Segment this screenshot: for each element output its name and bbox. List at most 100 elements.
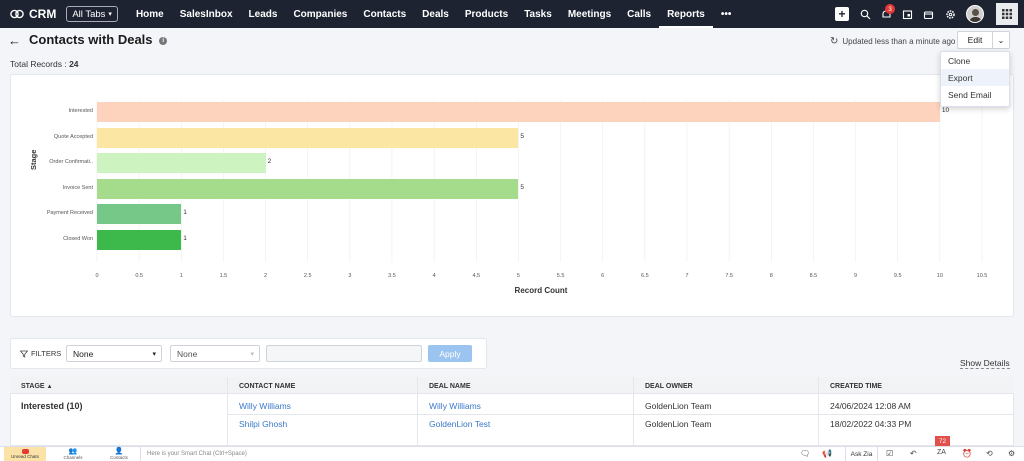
deal-owner-cell: GoldenLion Team — [645, 419, 712, 429]
apps-grid-icon[interactable] — [996, 3, 1018, 25]
filter-select-1-value: None — [73, 348, 94, 359]
contact-name-link[interactable]: Willy Williams — [239, 401, 291, 411]
column-header-stage[interactable]: STAGE ▲ — [21, 383, 53, 390]
x-tick-label: 10 — [936, 273, 943, 279]
column-header-deal-name[interactable]: DEAL NAME — [429, 383, 471, 390]
crm-logo[interactable]: CRM — [10, 7, 56, 21]
deal-name-link[interactable]: GoldenLion Test — [429, 419, 491, 429]
edit-split-button: Edit ⌄ — [957, 31, 1010, 49]
brand-name: CRM — [29, 7, 57, 21]
filter-select-1[interactable]: None ▾ — [66, 345, 162, 362]
data-label: 2 — [267, 158, 272, 165]
crm-logo-icon — [10, 9, 24, 19]
smart-chat-input[interactable]: Here is your Smart Chat (Ctrl+Space) — [140, 447, 790, 461]
all-tabs-label: All Tabs — [72, 8, 106, 20]
announcement-icon[interactable]: 📢 — [822, 449, 832, 458]
chat-bubble-icon[interactable]: 🗨 — [800, 449, 811, 458]
contacts-button[interactable]: 👤 Contacts — [104, 448, 134, 460]
contact-name-link[interactable]: Shilpi Ghosh — [239, 419, 288, 429]
x-tick-label: 5 — [516, 273, 520, 279]
top-navigation-bar: CRM All Tabs ▾ Home SalesInbox Leads Com… — [0, 0, 1024, 28]
ask-zia-button[interactable]: Ask Zia — [845, 447, 878, 461]
module-tabs: Home SalesInbox Leads Companies Contacts… — [128, 0, 739, 28]
bar-invoice-sent[interactable] — [97, 178, 519, 199]
undo-icon[interactable]: ↶ — [910, 449, 917, 458]
column-divider — [818, 377, 819, 446]
x-tick-label: 8.5 — [809, 273, 818, 279]
data-label: 10 — [941, 107, 950, 114]
column-header-contact-name[interactable]: CONTACT NAME — [239, 383, 296, 390]
x-tick-label: 10.5 — [976, 273, 988, 279]
edit-button[interactable]: Edit — [958, 32, 993, 48]
tab-products[interactable]: Products — [464, 8, 509, 20]
channels-button[interactable]: 👥 Channels — [58, 448, 88, 460]
bar-closed-won[interactable] — [97, 229, 182, 250]
tab-contacts[interactable]: Contacts — [363, 8, 407, 20]
more-tabs-button[interactable]: ••• — [720, 8, 732, 20]
deal-name-link[interactable]: Willy Williams — [429, 401, 481, 411]
x-tick-label: 5.5 — [556, 273, 565, 279]
x-tick-label: 1.5 — [219, 273, 228, 279]
menu-item-export[interactable]: Export — [941, 69, 1009, 86]
checklist-icon[interactable]: ☑ — [886, 449, 894, 458]
tab-leads[interactable]: Leads — [248, 8, 278, 20]
search-icon[interactable] — [858, 7, 872, 21]
x-tick-label: 4 — [432, 273, 436, 279]
settings-icon[interactable]: ⚙ — [1008, 449, 1016, 458]
zia-icon[interactable]: ZA — [937, 449, 946, 456]
filters-label: FILTERS — [20, 349, 61, 358]
tab-calls[interactable]: Calls — [627, 8, 652, 20]
user-avatar[interactable] — [966, 5, 984, 23]
tab-tasks[interactable]: Tasks — [524, 8, 552, 20]
data-label: 5 — [520, 132, 525, 140]
x-tick-label: 0.5 — [135, 273, 143, 279]
report-title: Contacts with Deals i — [29, 32, 168, 47]
marketplace-icon[interactable] — [921, 7, 935, 21]
x-axis-title: Record Count — [514, 286, 568, 295]
x-tick-label: 2.5 — [303, 273, 312, 279]
x-tick-label: 7.5 — [725, 273, 733, 279]
group-label-interested: Interested (10) — [21, 401, 83, 411]
created-time-cell: 24/06/2024 12:08 AM — [830, 401, 911, 411]
alarm-clock-icon[interactable]: ⏰ — [962, 449, 972, 458]
apply-button[interactable]: Apply — [428, 345, 472, 362]
updated-text: Updated less than a minute ago — [842, 37, 956, 46]
column-header-created-time[interactable]: CREATED TIME — [830, 383, 882, 390]
history-icon[interactable]: ⟲ — [986, 449, 993, 458]
y-tick-label: Payment Received — [46, 210, 93, 216]
bar-quote-accepted[interactable] — [97, 127, 519, 148]
create-new-icon[interactable]: + — [835, 7, 849, 21]
info-icon: i — [159, 36, 168, 45]
data-label: 1 — [183, 209, 187, 216]
tab-deals[interactable]: Deals — [422, 8, 449, 20]
filter-icon — [20, 350, 28, 358]
tab-home[interactable]: Home — [135, 8, 164, 20]
refresh-status[interactable]: ↻ Updated less than a minute ago — [830, 36, 955, 47]
column-header-deal-owner[interactable]: DEAL OWNER — [645, 383, 693, 390]
contacts-icon: 👤 — [114, 448, 124, 455]
filter-value-input[interactable] — [266, 345, 422, 362]
show-details-link[interactable]: Show Details — [960, 358, 1010, 369]
menu-item-clone[interactable]: Clone — [948, 55, 971, 66]
tab-salesinbox[interactable]: SalesInbox — [179, 8, 233, 20]
back-arrow-icon[interactable]: ← — [8, 33, 21, 48]
bar-order-confirmati[interactable] — [97, 153, 266, 173]
tab-companies[interactable]: Companies — [293, 8, 348, 20]
bar-interested[interactable] — [97, 102, 940, 122]
filter-select-2[interactable]: None ▾ — [170, 345, 260, 362]
menu-item-send-email[interactable]: Send Email — [948, 89, 992, 100]
bar-payment-received[interactable] — [97, 204, 182, 224]
all-tabs-dropdown[interactable]: All Tabs ▾ — [66, 6, 118, 22]
chevron-down-icon[interactable]: ⌄ — [997, 35, 1005, 45]
column-divider — [633, 377, 634, 446]
chevron-down-icon: ▾ — [152, 350, 156, 358]
column-divider — [227, 377, 228, 446]
tab-reports[interactable]: Reports — [659, 0, 713, 28]
calendar-icon[interactable] — [900, 7, 914, 21]
gear-icon[interactable] — [943, 7, 957, 21]
report-title-text: Contacts with Deals — [29, 32, 153, 47]
tab-meetings[interactable]: Meetings — [567, 8, 612, 20]
contacts-label: Contacts — [110, 455, 128, 460]
unread-chats-button[interactable]: Unread Chats — [4, 447, 46, 461]
